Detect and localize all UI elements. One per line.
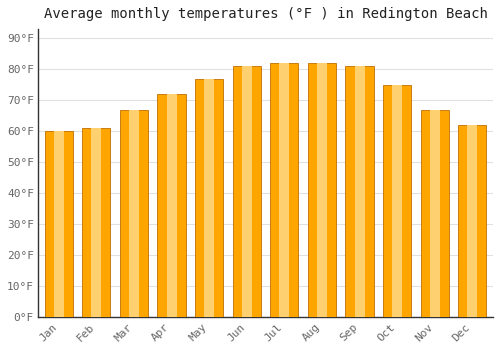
Bar <box>204 78 214 317</box>
Bar <box>129 110 139 317</box>
Bar <box>420 110 449 317</box>
Bar <box>166 94 176 317</box>
Bar <box>383 85 412 317</box>
Bar <box>232 66 261 317</box>
Bar <box>308 63 336 317</box>
Bar <box>195 78 224 317</box>
Bar <box>270 63 298 317</box>
Bar <box>346 66 374 317</box>
Title: Average monthly temperatures (°F ) in Redington Beach: Average monthly temperatures (°F ) in Re… <box>44 7 488 21</box>
Bar <box>44 131 73 317</box>
Bar <box>54 131 64 317</box>
Bar <box>120 110 148 317</box>
Bar <box>317 63 327 317</box>
Bar <box>430 110 440 317</box>
Bar <box>82 128 110 317</box>
Bar <box>280 63 289 317</box>
Bar <box>354 66 364 317</box>
Bar <box>92 128 102 317</box>
Bar <box>242 66 252 317</box>
Bar <box>158 94 186 317</box>
Bar <box>392 85 402 317</box>
Bar <box>458 125 486 317</box>
Bar <box>468 125 477 317</box>
